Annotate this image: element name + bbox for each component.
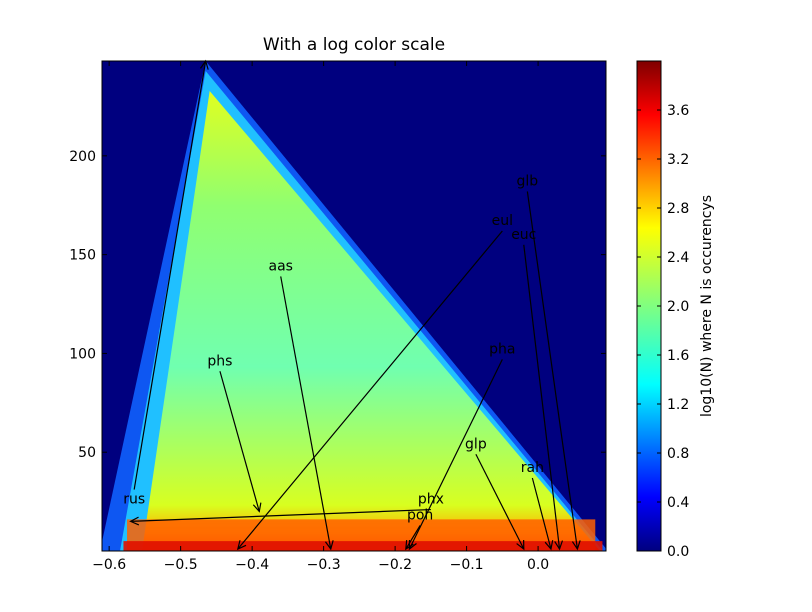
annotation-label-glb: glb (517, 173, 539, 189)
colorbar-label: log10(N) where N is occurencys (699, 195, 715, 417)
x-tick-label: −0.6 (92, 557, 126, 573)
y-tick-label: 50 (78, 445, 96, 461)
x-tick-label: 0.0 (527, 557, 549, 573)
annotation-arrowhead-glp (516, 540, 525, 551)
annotation-arrowhead-phs (252, 502, 262, 513)
x-tick-label: −0.1 (450, 557, 484, 573)
annotation-arrowhead-eul (236, 540, 247, 551)
x-tick-label: −0.3 (307, 557, 341, 573)
colorbar-tick-label: 0.8 (667, 446, 689, 462)
highest-density-band (123, 541, 603, 551)
annotation-arrowhead-aas (324, 540, 334, 551)
density-region (142, 91, 600, 551)
annotation-label-phx: phx (418, 492, 444, 508)
x-tick-label: −0.2 (378, 557, 412, 573)
annotation-arrow-aas (280, 276, 332, 550)
annotation-arrow-euc (523, 244, 561, 550)
annotation-label-poh: poh (407, 507, 433, 523)
x-tick-label: −0.4 (235, 557, 269, 573)
annotation-label-phs: phs (207, 353, 232, 369)
annotation-arrow-eul (237, 230, 503, 550)
annotation-label-aas: aas (268, 258, 292, 274)
annotation-label-euc: euc (511, 227, 536, 243)
annotation-label-glp: glp (465, 436, 487, 452)
y-tick-label: 150 (69, 248, 96, 264)
colorbar-tick-label: 1.6 (667, 348, 689, 364)
colorbar-tick-label: 2.0 (667, 299, 689, 315)
annotations: rus phx aas phs eul pha poh glp rah euc glb (123, 59, 581, 551)
annotation-arrow-phx (130, 508, 431, 522)
annotation-arrow-phs (219, 371, 260, 512)
annotation-label-rah: rah (521, 460, 544, 476)
annotation-label-rus: rus (123, 492, 145, 508)
annotation-arrowhead-phx (129, 516, 140, 526)
colorbar-tick-label: 2.4 (667, 250, 689, 266)
annotation-arrow-pha (408, 359, 503, 550)
colorbar-tick-label: 3.6 (667, 103, 689, 119)
annotation-arrow-rus (133, 60, 207, 490)
x-axis: −0.6 −0.5 −0.4 −0.3 −0.2 −0.1 0.0 (92, 61, 549, 573)
y-axis: 50 100 150 200 (69, 149, 606, 461)
annotation-arrow-rah (531, 477, 552, 550)
annotation-arrowhead-poh (405, 540, 414, 551)
annotation-arrow-poh (405, 525, 421, 550)
annotation-arrowhead-glb (571, 540, 581, 551)
annotation-arrowhead-rus (199, 59, 209, 70)
colorbar-tick-label: 3.2 (667, 152, 689, 168)
annotation-arrow-glp (475, 453, 525, 550)
colorbar-tick-label: 1.2 (667, 397, 689, 413)
colorbar: 0.0 0.4 0.8 1.2 1.6 2.0 2.4 2.8 3.2 3.6 log10(N) … (636, 60, 715, 560)
colorbar-tick-label: 2.8 (667, 201, 689, 217)
colorbar-ticks: 0.0 0.4 0.8 1.2 1.6 2.0 2.4 2.8 3.2 3.6 (637, 103, 689, 560)
annotation-label-pha: pha (489, 341, 515, 357)
y-tick-label: 100 (69, 346, 96, 362)
plot-area: −0.6 −0.5 −0.4 −0.3 −0.2 −0.1 0.0 50100150200 … (69, 59, 607, 573)
y-tick-label: 200 (69, 149, 96, 165)
x-tick-label: −0.5 (164, 557, 198, 573)
annotation-label-eul: eul (492, 213, 513, 229)
plot-frame (101, 60, 607, 552)
annotation-arrow-glb (526, 191, 578, 550)
annotation-arrowhead-rah (544, 540, 554, 551)
annotation-arrowhead-euc (554, 540, 564, 551)
chart-title: With a log color scale (263, 35, 445, 55)
colorbar-tick-label: 0.4 (667, 495, 689, 511)
colorbar-tick-label: 0.0 (667, 544, 689, 560)
